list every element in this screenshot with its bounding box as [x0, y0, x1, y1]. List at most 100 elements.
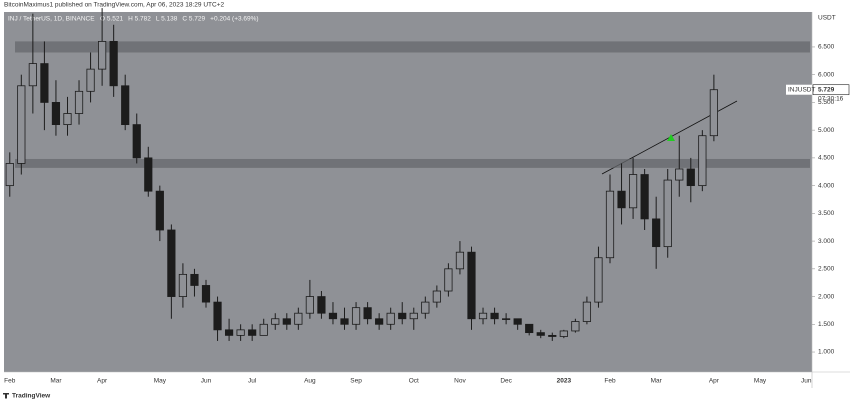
candle-body [536, 332, 545, 336]
candle-body [305, 296, 314, 314]
y-tick-label: 4.000 [818, 182, 835, 189]
candle-body [467, 251, 476, 320]
chart-title: INJ / TetherUS, 1D, BINANCE [8, 16, 95, 23]
candle-body [444, 268, 453, 292]
candle-body [398, 312, 407, 320]
candle-body [190, 273, 199, 286]
x-tick-label: Mar [651, 378, 663, 385]
y-tick-label: 5.500 [818, 99, 835, 106]
y-unit: USDT [818, 15, 836, 22]
x-tick-label: Nov [454, 378, 466, 385]
candle-body [663, 179, 672, 248]
candle-body [628, 174, 638, 209]
candle-body [559, 330, 568, 337]
candle-body [548, 334, 557, 337]
x-tick-label: Dec [500, 378, 512, 385]
candle-body [51, 102, 61, 126]
x-tick-label: Sep [350, 378, 362, 385]
candle-body [201, 285, 211, 303]
price-label-box [812, 84, 850, 96]
candle-body [109, 40, 118, 87]
x-tick-label: Aug [304, 378, 316, 385]
candle-body [351, 307, 361, 325]
footer-logo [3, 393, 9, 399]
x-tick-label: Feb [604, 378, 616, 385]
candle-body [525, 323, 534, 334]
candle-body [98, 40, 107, 70]
candle-body [317, 296, 326, 314]
ohlc-info: O 5.521 [100, 16, 124, 23]
y-tick-label: 3.000 [818, 238, 835, 245]
footer: TradingView [12, 393, 51, 400]
candle-body [5, 163, 14, 187]
y-tick-label: 5.000 [818, 127, 835, 134]
candle-body [282, 318, 291, 325]
candle-body [640, 174, 649, 220]
candle-body [502, 318, 511, 320]
ohlc-info: +0.204 (+3.69%) [210, 16, 258, 23]
candle-body [40, 63, 49, 103]
candle-body [121, 85, 130, 126]
candle-body [432, 290, 441, 303]
candle-body [328, 312, 338, 320]
candle-body [144, 157, 153, 192]
ohlc-info: L 5.138 [156, 16, 178, 23]
candle-body [271, 318, 280, 325]
candle-body [605, 190, 615, 259]
candle-body [155, 190, 164, 231]
candle-body [571, 321, 580, 332]
candle-body [28, 63, 37, 87]
ohlc-info: H 5.782 [128, 16, 151, 23]
candle-body [74, 90, 84, 114]
x-tick-label: Mar [50, 378, 62, 385]
countdown: 07:30:16 [818, 95, 844, 102]
candle-body [259, 323, 268, 336]
x-tick-label: Jun [201, 378, 212, 385]
candle-body [617, 190, 626, 209]
candle-body [63, 113, 72, 126]
x-tick-label: May [154, 378, 167, 385]
y-tick-label: 3.500 [818, 210, 835, 217]
candle-body [490, 312, 499, 320]
candle-body [340, 318, 349, 325]
y-tick-label: 1.000 [818, 349, 835, 356]
candle-body [698, 135, 707, 187]
candle-body [363, 307, 372, 320]
candle-body [409, 312, 418, 320]
y-tick-label: 1.500 [818, 321, 835, 328]
candle-body [132, 124, 141, 159]
candle-body [248, 329, 257, 336]
plot-area [4, 12, 812, 372]
candle-body [178, 273, 188, 297]
resistance-zone [15, 41, 810, 53]
x-tick-label: Apr [97, 378, 108, 385]
y-tick-label: 4.500 [818, 155, 835, 162]
candle-body [375, 318, 384, 325]
ohlc-info: C 5.729 [182, 16, 205, 23]
candle-body [421, 301, 430, 314]
candle-body [686, 168, 695, 187]
last-price: 5.729 [818, 86, 835, 93]
candle-body [675, 168, 684, 181]
candle-body [213, 301, 222, 331]
candle-body [167, 229, 176, 297]
y-tick-label: 6.000 [818, 71, 835, 78]
symbol-label: INJUSDT [788, 86, 815, 93]
symbol-box [786, 84, 812, 95]
y-tick-label: 2.000 [818, 293, 835, 300]
x-tick-label: Oct [409, 378, 419, 385]
candle-body [582, 301, 592, 322]
candle-body [294, 312, 303, 325]
subtitle: BitcoinMaximus1 published on TradingView… [4, 2, 224, 9]
x-tick-label: Jun [801, 378, 812, 385]
candle-body [236, 329, 245, 336]
y-tick-label: 6.500 [818, 44, 835, 51]
candle-body [709, 89, 718, 137]
x-tick-label: Feb [4, 378, 16, 385]
candle-body [86, 68, 95, 92]
resistance-zone [15, 158, 810, 168]
y-tick-label: 2.500 [818, 266, 835, 273]
candle-body [455, 251, 465, 270]
